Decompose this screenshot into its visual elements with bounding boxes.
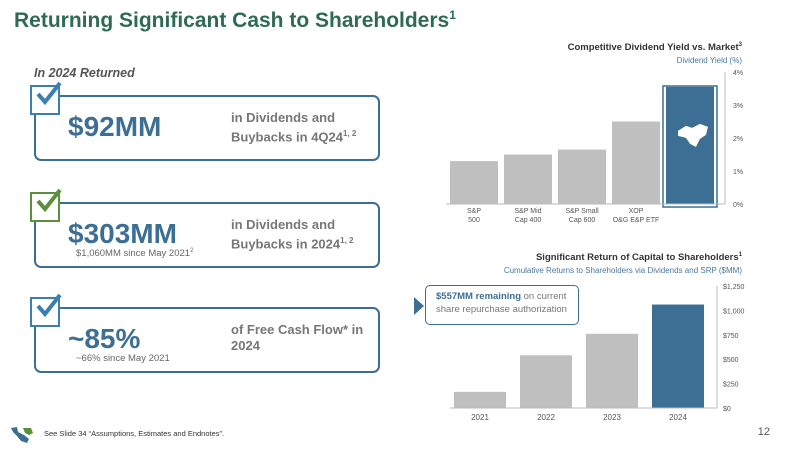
- x-tick-label: 2023: [603, 413, 621, 422]
- y-tick-label: $1,000: [723, 308, 745, 315]
- stat-value: $92MM: [68, 111, 162, 142]
- dividend-yield-chart-ylabel: Dividend Yield (%): [676, 56, 742, 65]
- stat-card-dividends-4q24: $92MM in Dividends and Buybacks in 4Q241…: [30, 81, 380, 161]
- dividend-yield-chart-title: Competitive Dividend Yield vs. Market3: [567, 42, 742, 54]
- x-tick-label: Cap 600: [569, 217, 596, 224]
- y-tick-label: 3%: [733, 103, 743, 110]
- x-tick-label: O&G E&P ETF: [613, 217, 660, 224]
- y-tick-label: $1,250: [723, 284, 745, 291]
- x-tick-label: S&P Mid: [514, 208, 541, 215]
- y-tick-label: 1%: [733, 169, 743, 176]
- capital-return-chart-ylabel: Cumulative Returns to Shareholders via D…: [503, 266, 742, 275]
- page-title: Returning Significant Cash to Shareholde…: [14, 8, 456, 32]
- stat-value: $303MM: [68, 218, 177, 249]
- highlight-frame: [662, 85, 718, 208]
- page-number: 12: [757, 426, 770, 438]
- bar: [558, 149, 606, 204]
- capital-return-chart: 2021 2022 2023 2024 $0 $250 $500 $750 $1,000 $1,2…: [450, 284, 745, 422]
- bar: [612, 121, 660, 204]
- x-tick-label: 2021: [471, 413, 489, 422]
- bar: [652, 304, 704, 408]
- dividend-yield-chart: S&P 500 S&P Mid Cap 400 S&P Small Cap 600 XOP O…: [446, 70, 743, 224]
- bar: [666, 86, 714, 204]
- x-tick-label: Cap 400: [515, 217, 542, 224]
- bar: [504, 154, 552, 204]
- y-tick-label: $500: [723, 357, 739, 364]
- x-tick-label: 500: [468, 217, 480, 224]
- x-tick-label: S&P Small: [565, 208, 599, 215]
- chevron-right-icon: [414, 297, 424, 315]
- bar: [586, 333, 638, 408]
- y-tick-label: $750: [723, 333, 739, 340]
- stat-card-dividends-2024: $303MM in Dividends and Buybacks in 2024…: [30, 188, 380, 268]
- bar: [454, 391, 506, 408]
- stat-value: ~85%: [68, 323, 141, 354]
- y-tick-label: $0: [723, 406, 731, 413]
- stat-note: $1,060MM since May 20212: [76, 248, 194, 260]
- checkbox-checkmark-icon: [30, 81, 62, 115]
- x-tick-label: 2024: [669, 413, 687, 422]
- y-tick-label: 4%: [733, 70, 743, 77]
- x-tick-label: 2022: [537, 413, 555, 422]
- california-resources-logo-icon: [11, 427, 33, 443]
- capital-return-chart-title: Significant Return of Capital to Shareho…: [535, 252, 742, 264]
- y-tick-label: 2%: [733, 136, 743, 143]
- stat-note: ~66% since May 2021: [76, 353, 170, 364]
- footnote: See Slide 34 “Assumptions, Estimates and…: [44, 429, 225, 438]
- stat-card-free-cash-flow: ~85% of Free Cash Flow* in 2024 ~66% sin…: [30, 293, 380, 373]
- checkbox-checkmark-icon: [30, 188, 62, 222]
- california-resources-logo-icon: [678, 123, 708, 147]
- y-tick-label: $250: [723, 382, 739, 389]
- stat-description: of Free Cash Flow* in 2024: [231, 322, 364, 353]
- bar: [450, 161, 498, 204]
- y-tick-label: 0%: [733, 202, 743, 209]
- stat-description: in Dividends and Buybacks in 4Q241, 2: [231, 110, 357, 145]
- x-tick-label: S&P: [467, 208, 481, 215]
- stat-description: in Dividends and Buybacks in 20241, 2: [231, 217, 354, 252]
- bar: [520, 355, 572, 408]
- subhead: In 2024 Returned: [34, 66, 135, 80]
- x-tick-label: XOP: [629, 208, 644, 215]
- checkbox-checkmark-icon: [30, 293, 62, 327]
- repurchase-callout: $557MM remaining on current share repurc…: [425, 285, 579, 325]
